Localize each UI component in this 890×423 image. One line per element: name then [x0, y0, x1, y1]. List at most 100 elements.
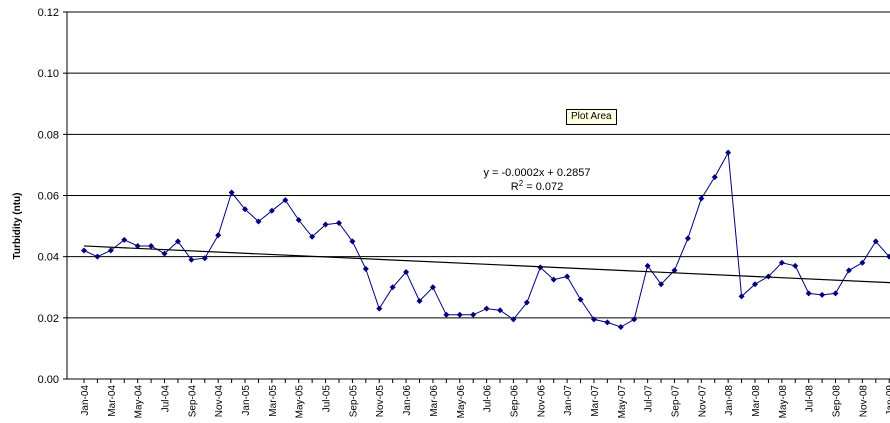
data-point	[845, 267, 852, 274]
turbidity-series	[81, 149, 890, 331]
x-tick-label: Mar-04	[107, 385, 118, 417]
data-point	[242, 206, 249, 213]
x-tick-label: Jul-07	[644, 385, 655, 413]
data-point	[268, 207, 275, 214]
data-point	[121, 236, 128, 243]
data-point	[658, 281, 665, 288]
data-point	[335, 220, 342, 227]
data-point	[577, 296, 584, 303]
data-point	[228, 189, 235, 196]
data-point	[604, 319, 611, 326]
data-point	[201, 255, 208, 262]
y-tick-label: 0.02	[38, 313, 59, 325]
x-tick-label: Jul-05	[322, 385, 333, 413]
data-point	[738, 293, 745, 300]
x-tick-label: Jan-04	[80, 385, 91, 416]
x-tick-label: Jan-06	[402, 385, 413, 416]
data-point	[188, 256, 195, 263]
data-point	[309, 233, 316, 240]
data-point	[886, 253, 890, 260]
x-tick-label: Sep-05	[348, 385, 359, 418]
data-point	[644, 262, 651, 269]
data-point	[711, 174, 718, 181]
y-tick-label: 0.10	[38, 68, 59, 80]
data-point	[550, 276, 557, 283]
x-tick-label: May-08	[778, 385, 789, 419]
x-tick-label: May-07	[617, 385, 628, 419]
data-point	[859, 259, 866, 266]
x-tick-label: May-04	[134, 385, 145, 419]
x-tick-label: Sep-04	[187, 385, 198, 418]
gridlines	[63, 11, 890, 380]
data-point	[805, 290, 812, 297]
y-tick-label: 0.06	[38, 191, 59, 203]
data-point	[617, 324, 624, 331]
data-point	[282, 197, 289, 204]
trendline-equation: y = -0.0002x + 0.2857	[483, 167, 590, 179]
x-tick-label: Mar-06	[429, 385, 440, 417]
data-point	[255, 218, 262, 225]
x-tick-label: Nov-08	[858, 385, 869, 418]
data-point	[161, 250, 168, 257]
y-tick-label: 0.08	[38, 129, 59, 141]
data-point	[725, 149, 732, 156]
linear-trendline	[83, 245, 890, 284]
data-point	[148, 242, 155, 249]
x-tick-label: Sep-06	[509, 385, 520, 418]
data-point	[537, 264, 544, 271]
x-tick-label: Jan-07	[563, 385, 574, 416]
data-point	[872, 238, 879, 245]
data-point	[81, 247, 87, 254]
data-point	[403, 268, 410, 275]
x-tick-label: Jan-05	[241, 385, 252, 416]
data-point	[590, 316, 597, 323]
x-tick-label: Mar-07	[590, 385, 601, 417]
x-tick-label: May-06	[456, 385, 467, 419]
data-point	[416, 298, 423, 305]
x-tick-label: Mar-08	[751, 385, 762, 417]
x-tick-label: Jan-09	[885, 385, 890, 416]
data-point	[523, 299, 530, 306]
data-point	[819, 291, 826, 298]
y-tick-label: 0.04	[38, 252, 59, 264]
data-point	[94, 253, 101, 260]
data-point	[429, 284, 436, 291]
trendline-r-squared: R2 = 0.072	[511, 179, 563, 193]
data-point	[107, 247, 114, 254]
data-point	[564, 273, 571, 280]
data-point	[778, 259, 785, 266]
data-point	[456, 311, 463, 318]
data-point	[684, 235, 691, 242]
x-tick-label: Sep-07	[670, 385, 681, 418]
data-point	[443, 311, 450, 318]
x-tick-label: Nov-06	[536, 385, 547, 418]
x-tick-label: Jul-04	[161, 385, 172, 413]
x-tick-labels: Jan-04 Mar-04 May-04 Jul-04 Sep-04 Nov-04 Jan-…	[80, 379, 890, 418]
y-tick-label: 0.00	[38, 374, 59, 386]
x-tick-label: Mar-05	[268, 385, 279, 417]
data-point	[470, 311, 477, 318]
data-point	[698, 195, 705, 202]
x-tick-label: Nov-07	[697, 385, 708, 418]
x-tick-label: Sep-08	[832, 385, 843, 418]
data-point	[134, 242, 141, 249]
data-point	[174, 238, 181, 245]
data-point	[349, 238, 356, 245]
x-tick-label: Jan-08	[724, 385, 735, 416]
y-axis-label: Turbidity (ntu)	[12, 192, 23, 259]
data-point	[376, 305, 383, 312]
data-point	[215, 232, 222, 239]
plot-area-tooltip: Plot Area	[566, 109, 617, 125]
data-point	[631, 316, 638, 323]
x-tick-label: May-05	[295, 385, 306, 419]
data-point	[497, 307, 504, 314]
x-tick-label: Jul-06	[483, 385, 494, 413]
data-point	[510, 316, 517, 323]
data-point	[752, 281, 758, 288]
x-tick-label: Nov-04	[214, 385, 225, 418]
data-point	[389, 284, 396, 291]
y-tick-labels: 0.00 0.02 0.04 0.06 0.08 0.10 0.12	[38, 7, 59, 386]
data-point	[322, 221, 329, 228]
data-point	[362, 265, 369, 272]
